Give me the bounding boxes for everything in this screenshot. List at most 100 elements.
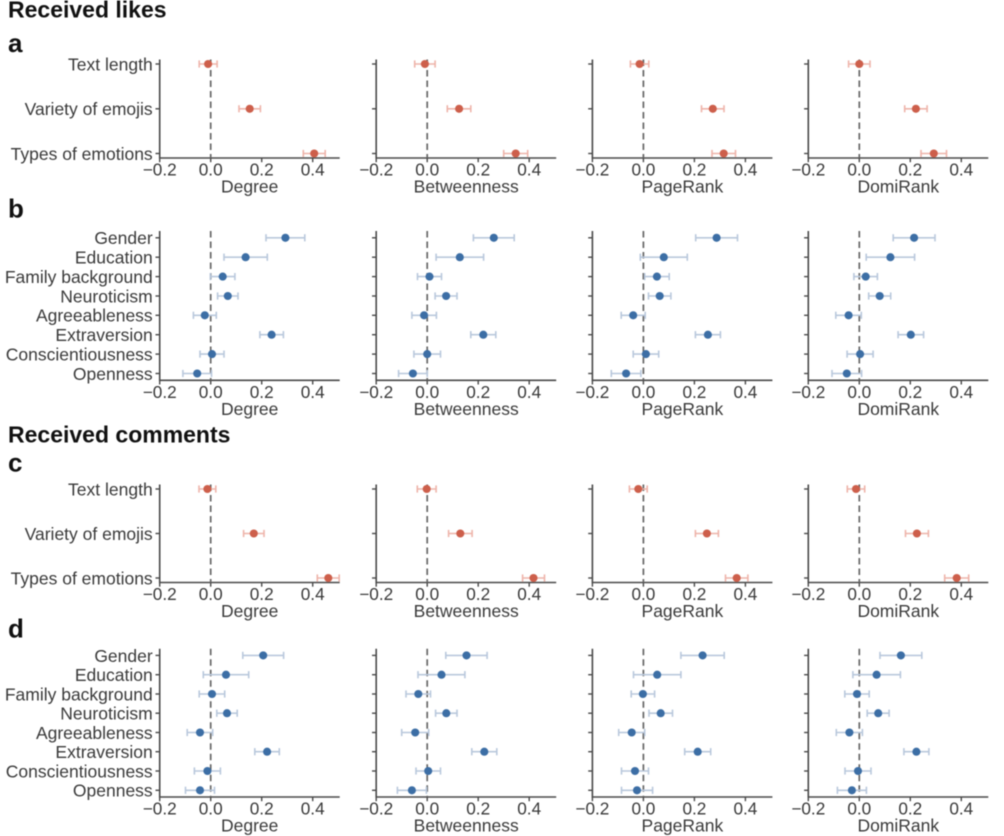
svg-text:Agreeableness: Agreeableness: [36, 723, 153, 743]
svg-text:−0.2: −0.2: [359, 799, 393, 819]
svg-text:Received likes: Received likes: [8, 0, 167, 23]
svg-text:0.4: 0.4: [949, 160, 973, 180]
svg-text:Betweenness: Betweenness: [414, 177, 519, 197]
svg-text:Openness: Openness: [73, 781, 153, 801]
svg-text:Education: Education: [75, 248, 153, 268]
svg-text:−0.2: −0.2: [575, 584, 609, 604]
svg-text:0.0: 0.0: [847, 160, 871, 180]
svg-text:−0.2: −0.2: [791, 584, 825, 604]
svg-text:0.0: 0.0: [847, 799, 871, 819]
svg-text:0.0: 0.0: [631, 160, 655, 180]
svg-text:Neuroticism: Neuroticism: [60, 704, 152, 724]
svg-text:0.2: 0.2: [898, 584, 922, 604]
svg-text:0.4: 0.4: [733, 160, 757, 180]
svg-text:−0.2: −0.2: [143, 382, 177, 402]
svg-text:Extraversion: Extraversion: [55, 742, 152, 762]
svg-text:−0.2: −0.2: [791, 799, 825, 819]
svg-text:Betweenness: Betweenness: [414, 601, 519, 621]
svg-text:0.0: 0.0: [415, 160, 439, 180]
svg-text:0.4: 0.4: [517, 160, 541, 180]
svg-text:0.4: 0.4: [733, 584, 757, 604]
svg-text:0.0: 0.0: [199, 584, 223, 604]
svg-text:0.4: 0.4: [301, 160, 325, 180]
svg-text:Family background: Family background: [5, 267, 153, 287]
svg-text:0.0: 0.0: [415, 584, 439, 604]
svg-text:Variety of emojis: Variety of emojis: [25, 524, 153, 544]
svg-text:PageRank: PageRank: [642, 177, 724, 197]
svg-text:0.2: 0.2: [466, 799, 490, 819]
svg-text:DomiRank: DomiRank: [857, 601, 939, 621]
svg-text:PageRank: PageRank: [642, 399, 724, 419]
svg-text:−0.2: −0.2: [575, 160, 609, 180]
svg-text:0.2: 0.2: [898, 799, 922, 819]
svg-text:0.2: 0.2: [682, 160, 706, 180]
svg-text:Agreeableness: Agreeableness: [36, 306, 153, 326]
svg-text:−0.2: −0.2: [791, 382, 825, 402]
svg-text:Gender: Gender: [94, 228, 153, 248]
svg-text:Variety of emojis: Variety of emojis: [25, 99, 153, 119]
svg-text:Betweenness: Betweenness: [414, 816, 519, 836]
svg-text:0.0: 0.0: [415, 382, 439, 402]
svg-text:PageRank: PageRank: [642, 816, 724, 836]
svg-text:0.2: 0.2: [250, 799, 274, 819]
svg-text:−0.2: −0.2: [359, 382, 393, 402]
svg-text:DomiRank: DomiRank: [857, 399, 939, 419]
svg-text:0.0: 0.0: [199, 160, 223, 180]
svg-text:DomiRank: DomiRank: [857, 816, 939, 836]
svg-text:Neuroticism: Neuroticism: [60, 286, 152, 306]
svg-text:Education: Education: [75, 665, 153, 685]
svg-text:Extraversion: Extraversion: [55, 325, 152, 345]
svg-text:−0.2: −0.2: [143, 160, 177, 180]
svg-text:Degree: Degree: [221, 816, 278, 836]
svg-text:0.2: 0.2: [682, 799, 706, 819]
svg-text:0.2: 0.2: [466, 584, 490, 604]
svg-text:Gender: Gender: [94, 646, 153, 666]
svg-text:Types of emotions: Types of emotions: [11, 144, 153, 164]
svg-text:c: c: [8, 448, 22, 478]
svg-text:0.4: 0.4: [301, 584, 325, 604]
svg-text:0.4: 0.4: [949, 382, 973, 402]
svg-text:0.2: 0.2: [250, 382, 274, 402]
svg-text:Conscientiousness: Conscientiousness: [6, 761, 153, 781]
svg-text:0.4: 0.4: [517, 584, 541, 604]
svg-text:0.0: 0.0: [199, 382, 223, 402]
svg-text:0.2: 0.2: [466, 160, 490, 180]
svg-text:−0.2: −0.2: [791, 160, 825, 180]
svg-text:0.2: 0.2: [682, 382, 706, 402]
svg-text:0.4: 0.4: [301, 382, 325, 402]
svg-text:−0.2: −0.2: [359, 584, 393, 604]
svg-text:0.2: 0.2: [466, 382, 490, 402]
svg-text:0.4: 0.4: [301, 799, 325, 819]
svg-text:−0.2: −0.2: [575, 382, 609, 402]
svg-text:0.0: 0.0: [199, 799, 223, 819]
svg-text:0.0: 0.0: [631, 799, 655, 819]
svg-text:0.2: 0.2: [898, 160, 922, 180]
svg-text:Openness: Openness: [73, 364, 153, 384]
svg-text:0.0: 0.0: [631, 382, 655, 402]
svg-text:Degree: Degree: [221, 399, 278, 419]
svg-text:Received comments: Received comments: [8, 422, 230, 448]
svg-text:Family background: Family background: [5, 684, 153, 704]
svg-text:b: b: [8, 193, 24, 223]
svg-text:0.0: 0.0: [631, 584, 655, 604]
svg-text:Betweenness: Betweenness: [414, 399, 519, 419]
svg-text:−0.2: −0.2: [143, 584, 177, 604]
svg-text:0.4: 0.4: [517, 799, 541, 819]
svg-text:Text length: Text length: [68, 479, 153, 499]
svg-text:Degree: Degree: [221, 177, 278, 197]
svg-text:0.0: 0.0: [415, 799, 439, 819]
svg-text:Text length: Text length: [68, 54, 153, 74]
svg-text:DomiRank: DomiRank: [857, 177, 939, 197]
svg-text:0.2: 0.2: [682, 584, 706, 604]
svg-text:0.4: 0.4: [733, 799, 757, 819]
svg-text:0.2: 0.2: [250, 584, 274, 604]
svg-text:0.4: 0.4: [949, 584, 973, 604]
svg-text:0.4: 0.4: [949, 799, 973, 819]
svg-text:Conscientiousness: Conscientiousness: [6, 345, 153, 365]
svg-text:−0.2: −0.2: [143, 799, 177, 819]
svg-text:d: d: [8, 614, 24, 644]
svg-text:0.2: 0.2: [250, 160, 274, 180]
svg-text:PageRank: PageRank: [642, 601, 724, 621]
svg-text:−0.2: −0.2: [359, 160, 393, 180]
svg-text:0.4: 0.4: [733, 382, 757, 402]
